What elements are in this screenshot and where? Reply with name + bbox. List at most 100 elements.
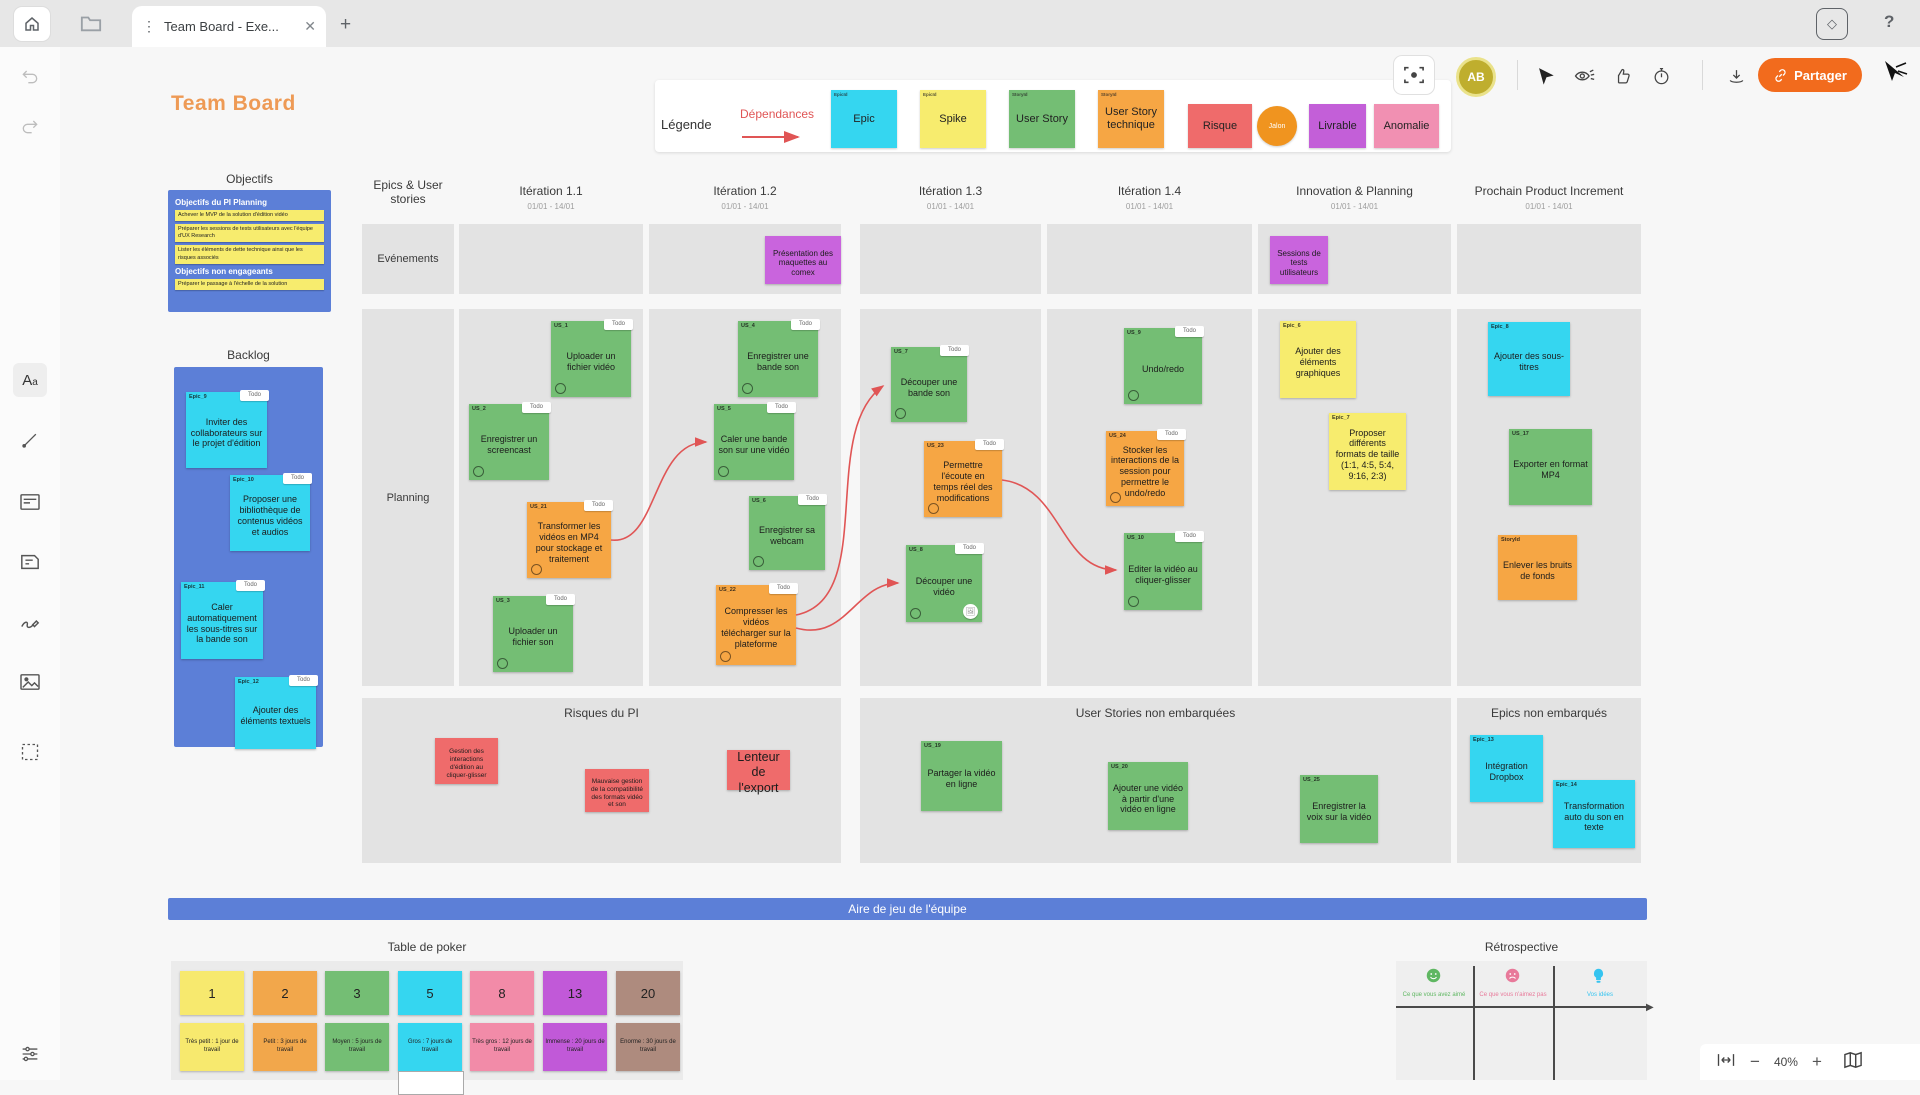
legend-item-jalon[interactable]: Jalon [1257,106,1297,146]
board-frame-title[interactable]: Team Board [171,92,296,115]
export-button[interactable] [1720,60,1752,92]
note-epic11[interactable]: Epic_11 Todo Caler automatiquement les sou… [181,580,265,659]
poker-card-label-8[interactable]: Très gros : 12 jours de travail [470,1023,534,1071]
more-tools-button[interactable] [13,735,47,769]
note-status-chip[interactable]: Todo [282,473,312,485]
undo-button[interactable] [13,59,47,93]
legend-item-livrable[interactable]: Livrable [1309,104,1366,148]
note-risk3[interactable]: Lenteur de l'export [727,750,790,795]
timer-button[interactable] [1645,60,1677,92]
poker-card-2[interactable]: 2 [253,971,317,1015]
legend-item-risque[interactable]: Risque [1188,104,1252,148]
note-status-chip[interactable]: Todo [974,439,1004,451]
note-us25[interactable]: US_25 Enregistrer la voix sur la vidéo [1300,775,1378,843]
shapes-button[interactable]: ◇ [1816,8,1848,40]
avatar[interactable]: AB [1456,57,1496,97]
objectif-item[interactable]: Achever le MVP de la solution d'édition … [175,210,324,222]
objectifs-panel[interactable]: Objectifs du PI Planning Achever le MVP d… [168,190,331,312]
note-epic12[interactable]: Epic_12 Todo Ajouter des éléments textuels [235,675,318,749]
card-tool-button[interactable] [13,485,47,519]
zoom-in-button[interactable]: + [1811,1052,1822,1071]
note-us6[interactable]: US_6 Todo Enregistrer sa webcam [749,494,827,570]
note-epic9[interactable]: Epic_9 Todo Inviter des collaborateurs sur… [186,390,269,468]
objectif-item[interactable]: Lister les éléments de dette technique a… [175,245,324,264]
legend-item-epic[interactable]: EpicId Epic [831,90,897,148]
note-epic6[interactable]: Epic_6 Ajouter des éléments graphiques [1280,321,1356,398]
tab-kebab-icon[interactable]: ⋮ [142,18,156,34]
note-status-chip[interactable]: Todo [790,319,820,331]
pointer-button[interactable] [1530,60,1562,92]
note-us21[interactable]: US_21 Todo Transformer les vidéos en MP4 p… [527,500,613,578]
pen-tool-button[interactable] [13,605,47,639]
note-us4[interactable]: US_4 Todo Enregistrer une bande son [738,319,820,397]
poker-card-label-20[interactable]: Enorme : 30 jours de travail [616,1023,680,1071]
poker-card-label-1[interactable]: Très petit : 1 jour de travail [180,1023,244,1071]
note-us17[interactable]: US_17 Exporter en format MP4 [1509,429,1592,505]
help-button[interactable]: ? [1884,12,1895,31]
poker-card-13[interactable]: 13 [543,971,607,1015]
folder-button[interactable] [80,13,102,38]
note-status-chip[interactable]: Todo [1174,531,1204,543]
note-status-chip[interactable]: Todo [768,583,798,595]
text-tool-button[interactable]: Aa [13,363,47,397]
note-us22[interactable]: US_22 Todo Compresser les vidéos télécharg… [716,583,798,665]
line-tool-button[interactable] [13,423,47,457]
note-status-chip[interactable]: Todo [797,494,827,506]
note-risk1[interactable]: Gestion des interactions d'édition au cl… [435,738,498,784]
note-ev_comex[interactable]: Présentation des maquettes au comex [765,236,841,284]
redo-button[interactable] [13,109,47,143]
poker-card-label-3[interactable]: Moyen : 5 jours de travail [325,1023,389,1071]
note-status-chip[interactable]: Todo [603,319,633,331]
poker-card-1[interactable]: 1 [180,971,244,1015]
legend-item-user-story[interactable]: StoryId User Story [1009,90,1075,148]
minimap-button[interactable] [1842,1051,1864,1074]
note-us9[interactable]: US_9 Todo Undo/redo [1124,326,1204,404]
note-epic10[interactable]: Epic_10 Todo Proposer une bibliothèque de … [230,473,312,551]
zoom-level[interactable]: 40% [1773,1055,1798,1069]
poker-card-label-13[interactable]: Immense : 20 jours de travail [543,1023,607,1071]
note-st_noise[interactable]: StoryId Enlever les bruits de fonds [1498,535,1577,600]
note-status-chip[interactable]: Todo [766,402,796,414]
note-epic8[interactable]: Epic_8 Ajouter des sous-titres [1488,322,1570,396]
note-us8[interactable]: US_8 Todo Découper une vidéo 🖼 [906,543,984,622]
note-status-chip[interactable]: Todo [1156,429,1186,441]
tab-team-board[interactable]: ⋮ Team Board - Exe... ✕ [132,6,326,47]
note-us2[interactable]: US_2 Todo Enregistrer un screencast [469,402,551,480]
poker-card-8[interactable]: 8 [470,971,534,1015]
note-us23[interactable]: US_23 Todo Permettre l'écoute en temps rée… [924,439,1004,517]
poker-card-5[interactable]: 5 [398,971,462,1015]
note-status-chip[interactable]: Todo [545,594,575,606]
note-status-chip[interactable]: Todo [583,500,613,512]
note-us10[interactable]: US_10 Todo Editer la vidéo au cliquer-glis… [1124,531,1204,610]
note-status-chip[interactable]: Todo [288,675,318,687]
note-us19[interactable]: US_19 Partager la vidéo en ligne [921,741,1002,811]
zoom-out-button[interactable]: − [1750,1052,1760,1071]
legend-item-anomalie[interactable]: Anomalie [1374,104,1439,148]
note-us3[interactable]: US_3 Todo Uploader un fichier son [493,594,575,672]
poker-card-3[interactable]: 3 [325,971,389,1015]
note-us24[interactable]: US_24 Todo Stocker les interactions de la … [1106,429,1186,506]
home-button[interactable] [14,7,50,41]
note-ev_tests[interactable]: Sessions de tests utilisateurs [1270,236,1328,284]
poker-card-20[interactable]: 20 [616,971,680,1015]
note-status-chip[interactable]: Todo [954,543,984,555]
share-button[interactable]: Partager [1758,58,1862,92]
follow-mode-button[interactable] [1568,60,1600,92]
note-status-chip[interactable]: Todo [939,345,969,357]
objectif-item[interactable]: Préparer les sessions de tests utilisate… [175,224,324,243]
play-area-banner[interactable]: Aire de jeu de l'équipe [168,898,1647,920]
objectif-item[interactable]: Préparer le passage à l'échelle de la so… [175,278,324,290]
note-epic7[interactable]: Epic_7 Proposer différents formats de tai… [1329,413,1406,490]
image-tool-button[interactable] [13,665,47,699]
reactions-button[interactable] [1606,60,1638,92]
note-risk2[interactable]: Mauvaise gestion de la compatibilité des… [585,769,649,812]
note-epic14[interactable]: Epic_14 Transformation auto du son en tex… [1553,780,1635,848]
poker-card-label-2[interactable]: Petit : 3 jours de travail [253,1023,317,1071]
fit-width-button[interactable] [1716,1052,1736,1073]
note-status-chip[interactable]: Todo [521,402,551,414]
note-us20[interactable]: US_20 Ajouter une vidéo à partir d'une vi… [1108,762,1188,830]
note-us7[interactable]: US_7 Todo Découper une bande son [891,345,969,422]
tab-close-icon[interactable]: ✕ [304,18,316,34]
note-epic13[interactable]: Epic_13 Intégration Dropbox [1470,735,1543,802]
sticky-tool-button[interactable] [13,545,47,579]
